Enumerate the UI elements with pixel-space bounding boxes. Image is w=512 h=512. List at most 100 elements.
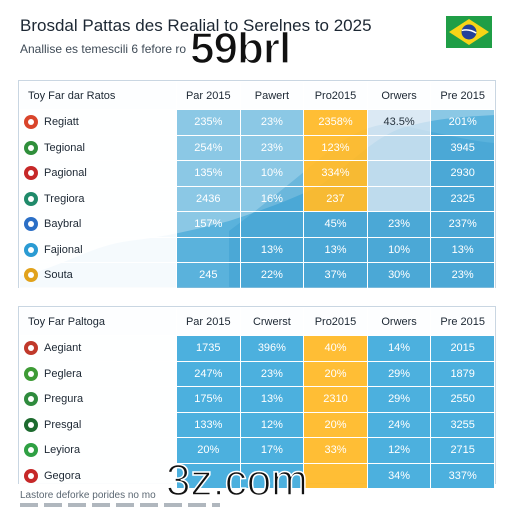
table-cell: 24% <box>366 411 432 438</box>
table-cell: 20% <box>303 411 368 438</box>
table-cell: 123% <box>303 134 368 161</box>
column-header: Pro2015 <box>303 307 368 336</box>
column-header: Toy Far Paltoga <box>19 307 177 336</box>
region-marker-icon <box>24 191 38 206</box>
table-cell: 337% <box>430 462 495 489</box>
column-header: Toy Far dar Ratos <box>19 81 177 110</box>
table-cell: 23% <box>239 134 305 161</box>
table-cell: 45% <box>303 211 368 238</box>
data-table-1: Toy Far dar Ratos Par 2015 Pawert Pro201… <box>19 81 495 289</box>
table-cell: 20% <box>176 437 241 464</box>
table-row: Souta 245 22% 37% 30% 23% <box>19 262 495 289</box>
table-cell: 396% <box>239 335 305 362</box>
region-marker-icon <box>24 140 38 155</box>
region-marker-icon <box>24 468 38 483</box>
row-label-cell: Presgal <box>19 411 177 438</box>
brazil-flag-icon <box>446 16 492 48</box>
table-cell: 12% <box>239 411 305 438</box>
table-cell <box>303 462 368 489</box>
column-header: Par 2015 <box>176 307 241 336</box>
row-label-cell: Tegional <box>19 134 177 161</box>
table-row: Leyiora 20% 17% 33% 12% 2715 <box>19 437 495 464</box>
row-label: Baybral <box>44 218 82 231</box>
table-row: Regiatt 235% 23% 2358% 43.5% 201% <box>19 109 495 136</box>
row-label: Presgal <box>44 418 82 431</box>
table-cell: 43.5% <box>366 109 432 136</box>
table-row: Fajional 13% 13% 10% 13% <box>19 236 495 263</box>
region-marker-icon <box>24 392 38 407</box>
table-cell <box>239 462 305 489</box>
table-cell: 2358% <box>303 109 368 136</box>
table-cell: 12% <box>366 437 432 464</box>
row-label: Gegora <box>44 469 81 482</box>
row-label-cell: Baybral <box>19 211 177 238</box>
table-cell: 34% <box>366 462 432 489</box>
table-cell <box>366 185 432 212</box>
table-row: Tegional 254% 23% 123% 3945 <box>19 134 495 161</box>
row-label: Tregiora <box>44 192 85 205</box>
table-cell: 175% <box>176 386 241 413</box>
region-marker-icon <box>24 268 38 283</box>
table-cell: 247% <box>176 360 241 387</box>
report-header: Brosdal Pattas des Realial to Serelnes t… <box>0 0 512 70</box>
table-cell: 10% <box>366 236 432 263</box>
table-cell: 20% <box>303 360 368 387</box>
table-cell: 1879 <box>430 360 495 387</box>
row-label-cell: Souta <box>19 262 177 289</box>
table-cell: 23% <box>239 109 305 136</box>
table-cell: 10% <box>239 160 305 187</box>
table-cell: 14% <box>366 335 432 362</box>
table-cell: 33% <box>303 437 368 464</box>
region-marker-icon <box>24 166 38 181</box>
column-header: Orwers <box>366 81 432 110</box>
page-title: Brosdal Pattas des Realial to Serelnes t… <box>20 16 372 35</box>
regional-table-2: Toy Far Paltoga Par 2015 Crwerst Pro2015… <box>18 306 496 489</box>
table-cell: 13% <box>239 386 305 413</box>
table-cell: 37% <box>303 262 368 289</box>
column-header: Pre 2015 <box>430 307 495 336</box>
table-cell: 16% <box>239 185 305 212</box>
table-cell: 201% <box>430 109 495 136</box>
column-header: Pre 2015 <box>430 81 495 110</box>
row-label-cell: Tregiora <box>19 185 177 212</box>
footnote-decoration <box>20 503 220 507</box>
table-cell <box>366 134 432 161</box>
row-label: Fajional <box>44 243 83 256</box>
table-cell: 2715 <box>430 437 495 464</box>
table-cell: 13% <box>303 236 368 263</box>
table-cell <box>176 462 241 489</box>
row-label-cell: Gegora <box>19 462 177 489</box>
region-marker-icon <box>24 242 38 257</box>
table-row: Pregura 175% 13% 2310 29% 2550 <box>19 386 495 413</box>
table-row: Gegora 34% 337% <box>19 462 495 489</box>
table-body: Regiatt 235% 23% 2358% 43.5% 201% Tegional 254%… <box>19 109 495 289</box>
row-label: Peglera <box>44 367 82 380</box>
table-cell: 2310 <box>303 386 368 413</box>
table-cell: 29% <box>366 360 432 387</box>
watermark-bottom: 3z.com <box>165 455 308 506</box>
region-marker-icon <box>24 366 38 381</box>
table-cell <box>176 236 241 263</box>
row-label: Tegional <box>44 141 85 154</box>
table-cell: 3945 <box>430 134 495 161</box>
table-cell: 30% <box>366 262 432 289</box>
row-label: Leyiora <box>44 444 81 457</box>
row-label-cell: Peglera <box>19 360 177 387</box>
column-header: Par 2015 <box>176 81 241 110</box>
row-label-cell: Pregura <box>19 386 177 413</box>
table-row: Pagional 135% 10% 334% 2930 <box>19 160 495 187</box>
row-label: Pagional <box>44 167 87 180</box>
table-row: Aegiant 1735 396% 40% 14% 2015 <box>19 335 495 362</box>
table-cell: 2015 <box>430 335 495 362</box>
table-cell: 1735 <box>176 335 241 362</box>
region-marker-icon <box>24 115 38 130</box>
table-cell: 237 <box>303 185 368 212</box>
table-cell: 237% <box>430 211 495 238</box>
table-cell: 13% <box>430 236 495 263</box>
table-cell: 254% <box>176 134 241 161</box>
row-label: Pregura <box>44 393 84 406</box>
region-marker-icon <box>24 443 38 458</box>
table-cell: 3255 <box>430 411 495 438</box>
column-header: Orwers <box>366 307 432 336</box>
table-cell: 29% <box>366 386 432 413</box>
